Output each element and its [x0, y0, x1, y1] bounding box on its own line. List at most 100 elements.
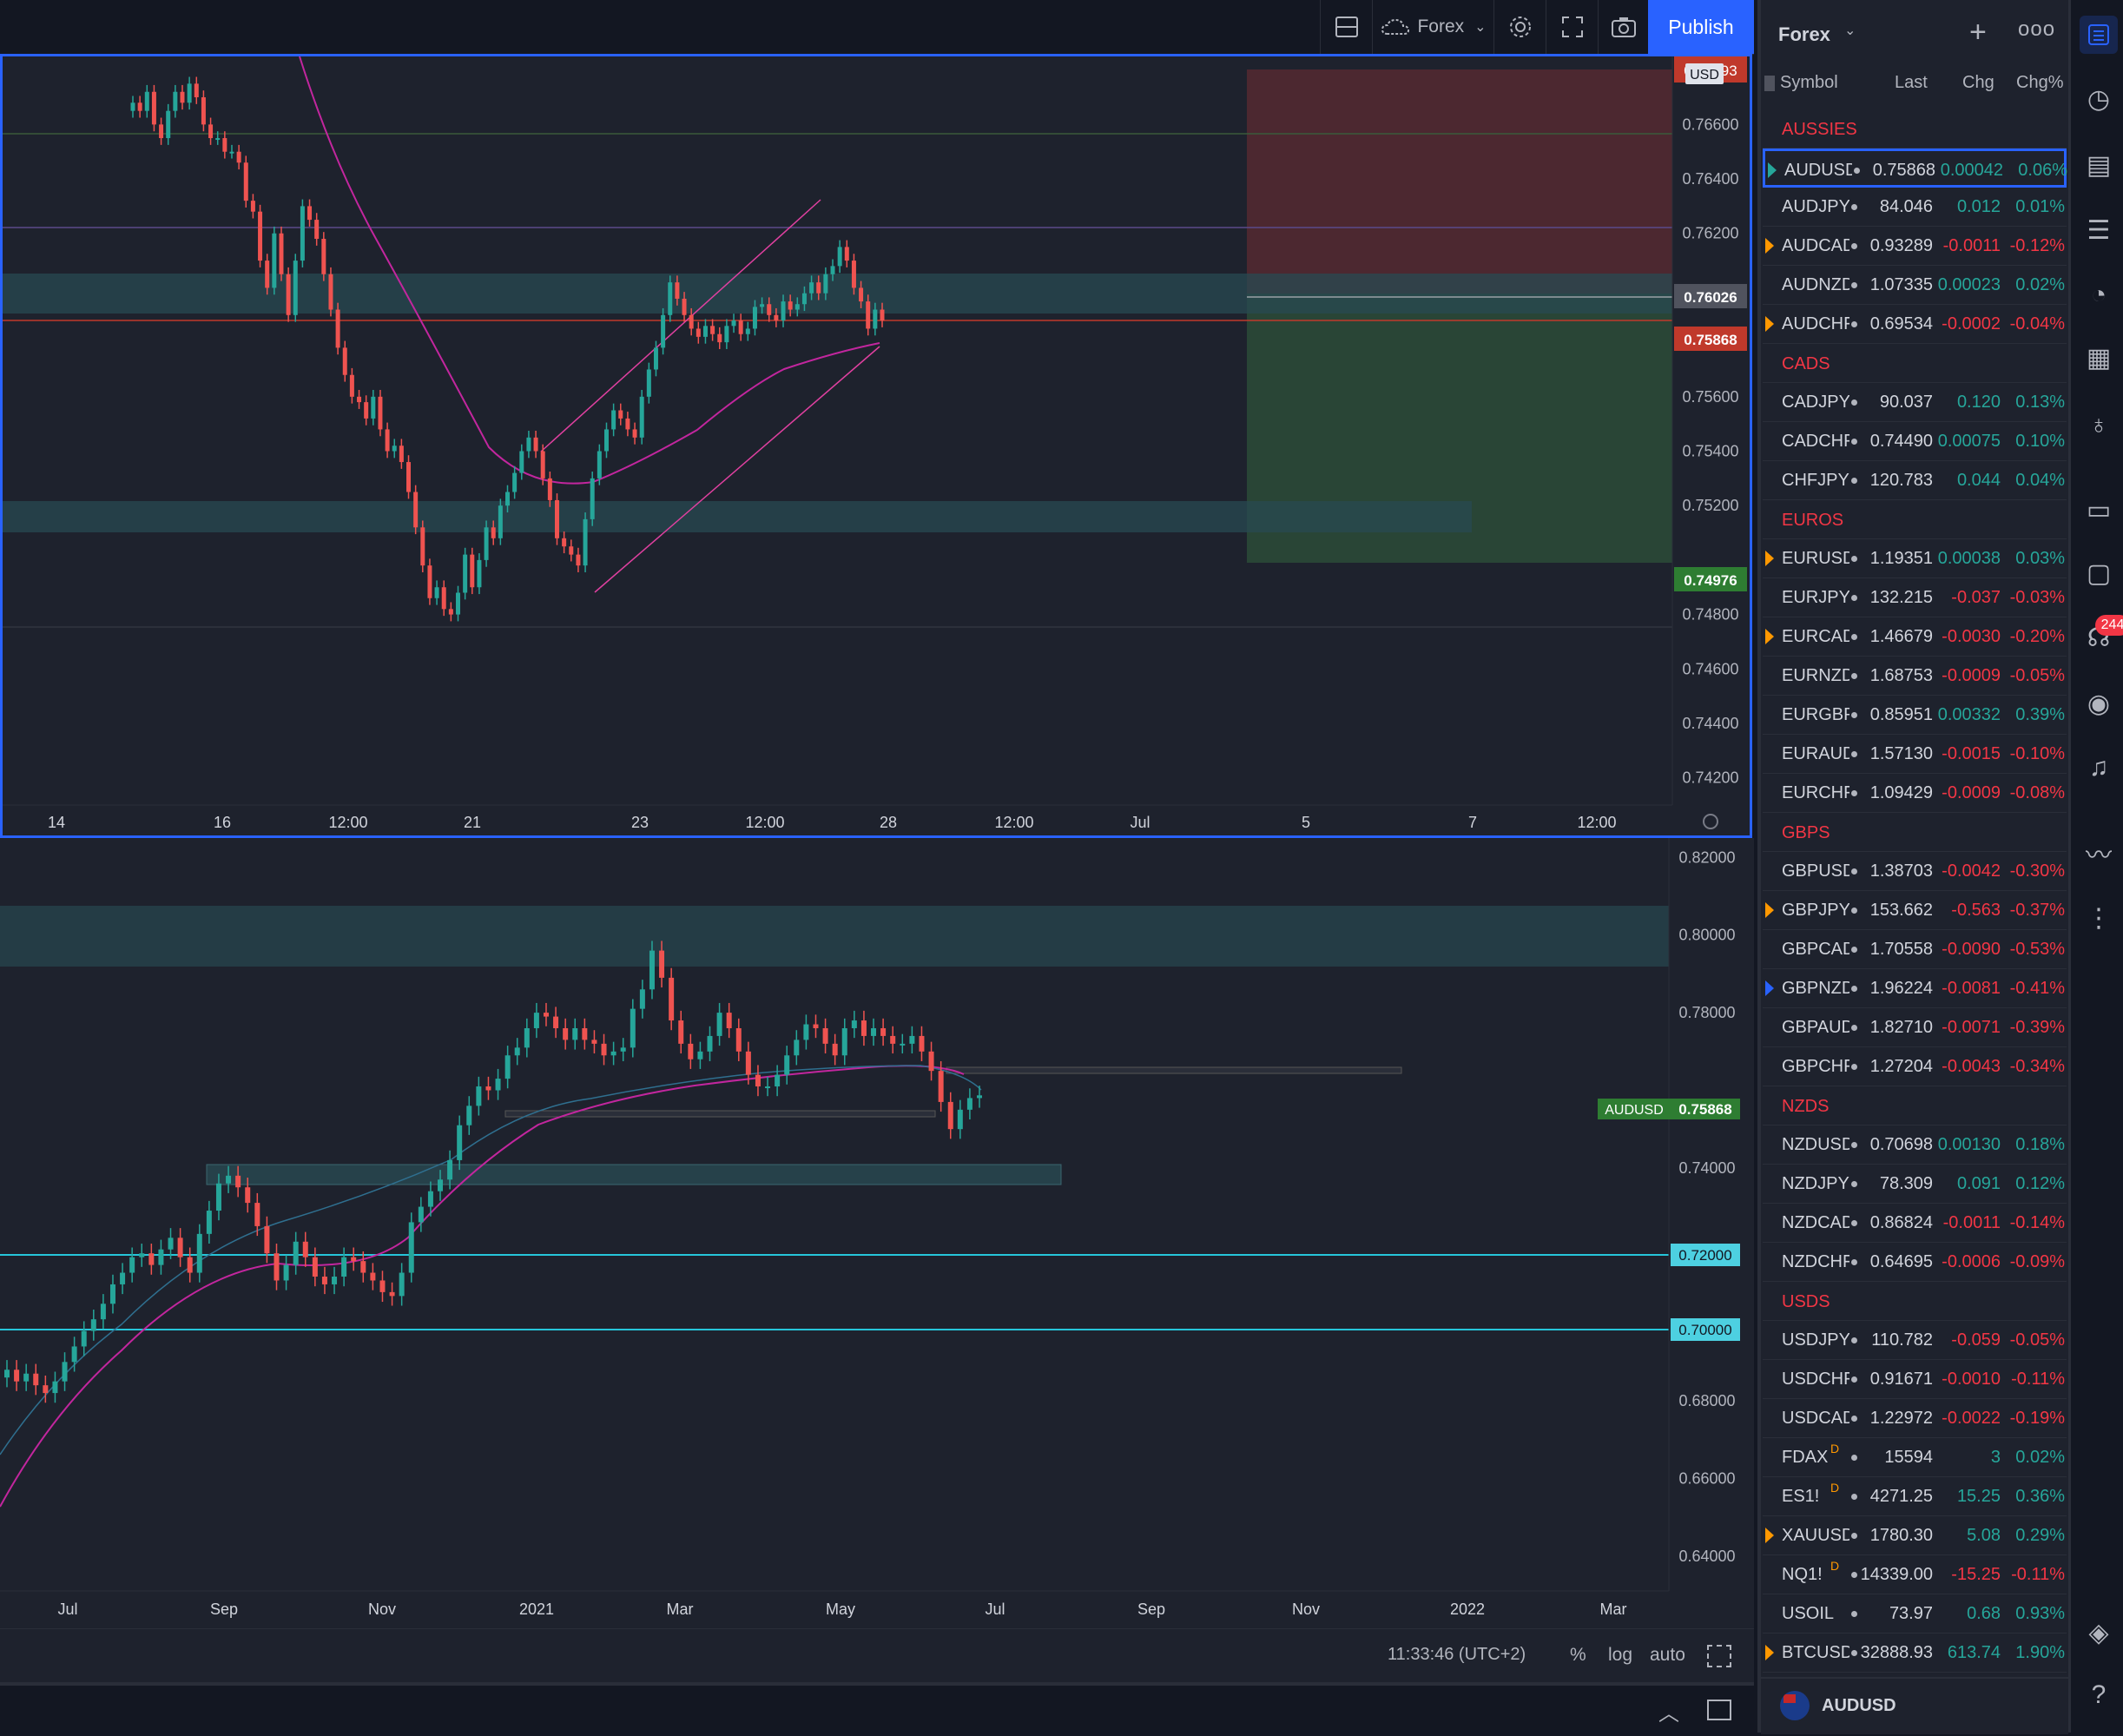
flag-icon[interactable] [1765, 980, 1774, 996]
column-last[interactable]: Last [1895, 73, 1928, 92]
flag-icon[interactable] [1765, 238, 1774, 254]
fit-screen-icon[interactable] [1707, 1645, 1731, 1667]
watchlist-row[interactable]: GBPCAD 1.70558 -0.0090 -0.53% [1763, 930, 2067, 969]
watchlist-row[interactable]: USOIL 73.97 0.68 0.93% [1763, 1594, 2067, 1634]
ideas-icon[interactable]: ☰ [2087, 215, 2111, 245]
watchlist-row[interactable]: EURCHF 1.09429 -0.0009 -0.08% [1763, 774, 2067, 813]
watchlist-row[interactable]: AUDNZD 1.07335 0.00023 0.02% [1763, 266, 2067, 305]
candle-body [653, 347, 658, 370]
settings-gear-icon[interactable] [1493, 0, 1546, 54]
watchlist-row[interactable]: ES1! 4271.25 15.25 0.36% D [1763, 1477, 2067, 1516]
watchlist-row[interactable]: NZDCHF 0.64695 -0.0006 -0.09% [1763, 1243, 2067, 1282]
dom-icon[interactable]: ⋮ [2086, 903, 2112, 933]
alarm-clock-icon[interactable]: ◷ [2087, 84, 2111, 114]
log-toggle[interactable]: log [1608, 1645, 1633, 1665]
watchlist-row[interactable]: GBPNZD 1.96224 -0.0081 -0.41% [1763, 969, 2067, 1008]
change-value: -0.0006 [1942, 1252, 2001, 1271]
watchlist-row[interactable]: GBPAUD 1.82710 -0.0071 -0.39% [1763, 1008, 2067, 1047]
symbol-name: NZDCHF [1782, 1252, 1849, 1271]
auto-toggle[interactable]: auto [1650, 1645, 1685, 1665]
chart-compare-icon[interactable]: 〰 [2086, 842, 2112, 870]
watchlist-row[interactable]: CADJPY 90.037 0.120 0.13% [1763, 383, 2067, 422]
more-menu-icon[interactable]: ooo [2018, 17, 2056, 41]
flag-icon[interactable] [1765, 629, 1774, 644]
symbol-group-selector[interactable]: Forex ⌄ [1372, 0, 1494, 54]
column-chg-percent[interactable]: Chg% [2016, 73, 2064, 92]
watchlist-row[interactable]: BTCUSD 32888.93 613.74 1.90% [1763, 1634, 2067, 1673]
watchlist-title[interactable]: Forex [1778, 23, 1830, 45]
chevron-up-icon[interactable]: ︿ [1658, 1702, 1679, 1726]
watchlist-section-cads[interactable]: CADS [1763, 344, 2067, 383]
market-status-dot [1851, 1376, 1857, 1383]
watchlist-section-usds[interactable]: USDS [1763, 1282, 2067, 1321]
watchlist-row[interactable]: CHFJPY 120.783 0.044 0.04% [1763, 461, 2067, 500]
news-icon[interactable]: ▤ [2086, 150, 2112, 180]
data-window-icon[interactable]: ◔ [2090, 281, 2107, 309]
watchlist-row[interactable]: EURGBP 0.85951 0.00332 0.39% [1763, 696, 2067, 735]
flag-icon[interactable] [1765, 316, 1774, 332]
watchlist-section-nzds[interactable]: NZDS [1763, 1086, 2067, 1125]
chat-icon[interactable]: ▭ [2086, 495, 2112, 525]
symbol-name: EURJPY [1782, 588, 1849, 607]
watchlist-row[interactable]: GBPJPY 153.662 -0.563 -0.37% [1763, 891, 2067, 930]
lightbulb-icon[interactable]: ♁ [2088, 411, 2109, 439]
watchlist-row[interactable]: AUDJPY 84.046 0.012 0.01% [1763, 188, 2067, 227]
watchlist-row[interactable]: XAUUSD 1780.30 5.08 0.29% [1763, 1516, 2067, 1555]
broadcast-icon[interactable]: ◉ [2087, 689, 2111, 718]
calendar-icon[interactable]: ▦ [2086, 343, 2112, 373]
watchlist-row[interactable]: USDCAD 1.22972 -0.0022 -0.19% [1763, 1399, 2067, 1438]
column-chg[interactable]: Chg [1962, 73, 1994, 92]
column-symbol[interactable]: Symbol [1780, 73, 1838, 92]
candle-body [514, 1047, 520, 1056]
watchlist-section-aussies[interactable]: AUSSIES [1763, 109, 2067, 149]
watchlist-row[interactable]: EURAUD 1.57130 -0.0015 -0.10% [1763, 735, 2067, 774]
watchlist-row[interactable]: AUDCAD 0.93289 -0.0011 -0.12% [1763, 227, 2067, 266]
camera-icon[interactable] [1598, 0, 1649, 54]
watchlist-row[interactable]: AUDUSD 0.75868 0.00042 0.06% [1763, 149, 2067, 188]
section-label: AUSSIES [1782, 120, 1857, 139]
layers-icon[interactable]: ◈ [2088, 1618, 2109, 1647]
watchlist-section-euros[interactable]: EUROS [1763, 500, 2067, 539]
watchlist-row[interactable]: NQ1! 14339.00 -15.25 -0.11% D [1763, 1555, 2067, 1594]
watchlist-row[interactable]: EURCAD 1.46679 -0.0030 -0.20% [1763, 617, 2067, 657]
chart-pane-top[interactable]: 0.766000.764000.762000.758000.756000.754… [0, 54, 1752, 838]
watchlist-row[interactable]: AUDCHF 0.69534 -0.0002 -0.04% [1763, 305, 2067, 344]
flag-icon[interactable] [1765, 1528, 1774, 1543]
chart-pane-bottom[interactable]: 0.82000 0.80000 0.78000 0.74000 0.68000 0.660… [0, 838, 1754, 1628]
maximize-panel-icon[interactable] [1707, 1700, 1731, 1720]
help-icon[interactable]: ? [2091, 1680, 2107, 1709]
watchlist-row[interactable]: CADCHF 0.74490 0.00075 0.10% [1763, 422, 2067, 461]
fullscreen-icon[interactable] [1546, 0, 1599, 54]
candle-body [90, 1319, 96, 1331]
flag-icon[interactable] [1765, 551, 1774, 566]
add-symbol-icon[interactable]: + [1969, 16, 1987, 49]
flag-icon[interactable] [1768, 162, 1777, 178]
watchlist-row[interactable]: USDJPY 110.782 -0.059 -0.05% [1763, 1321, 2067, 1360]
publish-button[interactable]: Publish [1648, 0, 1754, 54]
last-price-label: 0.75868 [1684, 332, 1737, 348]
last-price: 1.46679 [1869, 627, 1933, 646]
flag-icon[interactable] [1765, 1645, 1774, 1660]
layout-icon[interactable] [1320, 0, 1373, 54]
watchlist-icon[interactable] [2080, 16, 2118, 54]
chevron-down-icon[interactable]: ⌄ [1844, 23, 1856, 38]
watchlist-row[interactable]: GBPUSD 1.38703 -0.0042 -0.30% [1763, 852, 2067, 891]
candle-body [851, 261, 856, 288]
time-tick-label: May [826, 1601, 855, 1618]
percent-toggle[interactable]: % [1570, 1645, 1586, 1665]
watchlist-section-gbps[interactable]: GBPS [1763, 813, 2067, 852]
messages-icon[interactable]: ▢ [2086, 558, 2112, 588]
watchlist-row[interactable]: USDCHF 0.91671 -0.0010 -0.11% [1763, 1360, 2067, 1399]
watchlist-row[interactable]: NZDCAD 0.86824 -0.0011 -0.14% [1763, 1204, 2067, 1243]
watchlist-row[interactable]: NZDJPY 78.309 0.091 0.12% [1763, 1165, 2067, 1204]
flag-icon[interactable] [1765, 902, 1774, 918]
watchlist-row[interactable]: FDAX 15594 3 0.02% D [1763, 1438, 2067, 1477]
watchlist-row[interactable]: EURNZD 1.68753 -0.0009 -0.05% [1763, 657, 2067, 696]
watchlist-row[interactable]: EURUSD 1.19351 0.00038 0.03% [1763, 539, 2067, 578]
symbol-details-bar[interactable]: AUDUSD [1761, 1677, 2068, 1734]
watchlist-row[interactable]: GBPCHF 1.27204 -0.0043 -0.34% [1763, 1047, 2067, 1086]
watchlist-row[interactable]: NZDUSD 0.70698 0.00130 0.18% [1763, 1125, 2067, 1165]
watchlist-row[interactable]: EURJPY 132.215 -0.037 -0.03% [1763, 578, 2067, 617]
notification-bell-icon[interactable]: ♫ [2088, 753, 2109, 782]
candle-body [738, 320, 743, 334]
